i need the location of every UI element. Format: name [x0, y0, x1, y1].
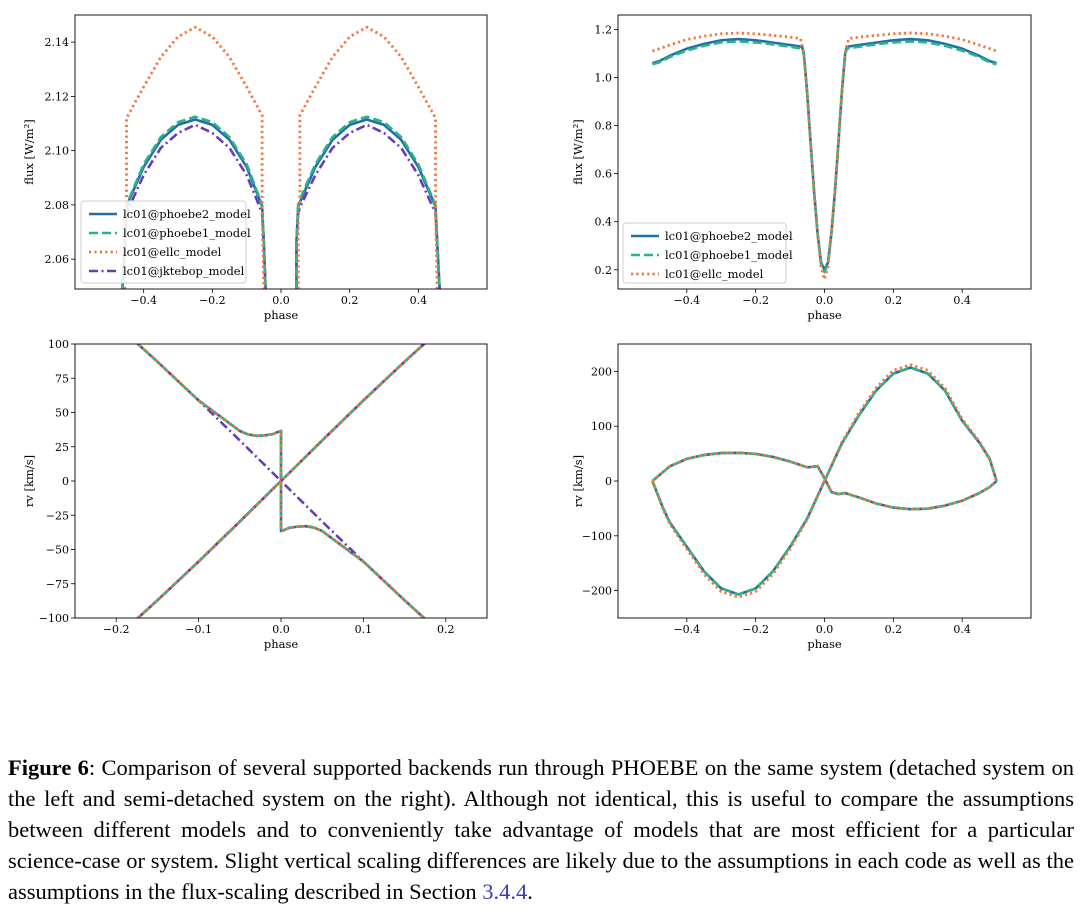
lc-detached-panel: −0.4 −0.2 0.0 0.2 0.4 2.06 2.08 2.10 2.12 2.14 pha… — [22, 14, 488, 322]
y-tick-label: 0.6 — [595, 168, 613, 181]
x-tick-label: −0.2 — [742, 623, 769, 636]
y-tick-label: 2.14 — [45, 36, 70, 49]
x-tick-label: 0.4 — [953, 623, 971, 636]
y-tick-label: −200 — [582, 585, 612, 598]
x-tick-label: 0.1 — [355, 623, 373, 636]
rv-detached-lines — [135, 344, 427, 618]
x-axis-label: phase — [807, 308, 842, 322]
y-tick-label: 0 — [62, 475, 69, 488]
legend-entry-label: lc01@ellc_model — [665, 267, 764, 281]
y-tick-label: 2.08 — [45, 199, 70, 212]
x-tick-label: 0.0 — [816, 623, 834, 636]
y-tick-label: 2.06 — [45, 253, 70, 266]
x-tick-label: 0.0 — [272, 294, 290, 307]
x-tick-label: 0.4 — [953, 294, 971, 307]
y-tick-label: 100 — [48, 338, 69, 351]
y-tick-label: −25 — [46, 509, 69, 522]
figure-caption: Figure 6: Comparison of several supporte… — [8, 752, 1074, 908]
x-tick-label: −0.2 — [199, 294, 226, 307]
rv-detached-panel: −0.2 −0.1 0.0 0.1 0.2 −100 −75 −50 −25 0 25 50 75 100… — [22, 338, 488, 651]
y-tick-label: 0.2 — [595, 264, 613, 277]
x-tick-label: −0.4 — [673, 294, 700, 307]
rv-semidetached-lines — [651, 363, 998, 599]
y-tick-label: 1.2 — [595, 23, 613, 36]
legend-entry-label: lc01@ellc_model — [123, 245, 222, 259]
lc-detached-legend: lc01@phoebe2_model lc01@phoebe1_model lc01… — [80, 200, 251, 284]
series-line-primary-ellc — [651, 451, 998, 511]
legend-box — [622, 222, 787, 284]
series-line-lc01-phoebe1-model — [652, 40, 997, 274]
x-axis-label: phase — [264, 308, 299, 322]
series-line-lc01-ellc-model — [123, 25, 439, 289]
y-tick-label: 1.0 — [595, 71, 613, 84]
legend-entry-label: lc01@phoebe1_model — [665, 248, 793, 262]
legend-entry-label: lc01@phoebe2_model — [665, 229, 793, 243]
y-tick-label: 2.10 — [45, 145, 70, 158]
caption-end: . — [527, 879, 533, 905]
x-axis-label: phase — [264, 637, 299, 651]
x-tick-label: −0.2 — [103, 623, 130, 636]
series-line-primary-ellc — [135, 344, 427, 618]
legend-entry-label: lc01@phoebe1_model — [123, 226, 251, 240]
legend-entry-label: lc01@jktebop_model — [123, 264, 245, 278]
figure: −0.4 −0.2 0.0 0.2 0.4 2.06 2.08 2.10 2.12 2.14 pha… — [22, 14, 1032, 651]
section-reference-link[interactable]: 3.4.4 — [482, 879, 528, 905]
y-axis-label: rv [km/s] — [571, 455, 585, 507]
x-tick-label: −0.4 — [130, 294, 157, 307]
y-tick-label: 200 — [591, 365, 612, 378]
y-tick-label: 100 — [591, 420, 612, 433]
y-tick-label: 0.4 — [595, 216, 613, 229]
y-tick-label: 25 — [55, 441, 69, 454]
y-axis-label: flux [W/m²] — [571, 119, 585, 184]
series-line-secondary-ellc — [651, 363, 998, 599]
y-tick-label: 50 — [55, 407, 69, 420]
x-tick-label: 0.2 — [437, 623, 455, 636]
legend-entry-label: lc01@phoebe2_model — [123, 207, 251, 221]
x-tick-label: −0.1 — [185, 623, 212, 636]
y-tick-label: 2.12 — [45, 90, 70, 103]
rv-semidetached-panel: −0.4 −0.2 0.0 0.2 0.4 −200 −100 0 100 200 phase rv … — [571, 343, 1032, 651]
x-tick-label: 0.0 — [272, 623, 290, 636]
y-axis-label: rv [km/s] — [22, 455, 36, 507]
legend-box — [80, 200, 247, 284]
caption-body: : Comparison of several supported backen… — [8, 754, 1075, 905]
y-tick-label: 75 — [55, 372, 69, 385]
x-tick-label: 0.0 — [816, 294, 834, 307]
x-tick-label: −0.4 — [673, 623, 700, 636]
x-tick-label: 0.2 — [885, 294, 903, 307]
series-line-lc01-ellc-model — [651, 31, 998, 281]
lc-semidetached-lines — [651, 31, 998, 281]
y-tick-label: −50 — [46, 544, 69, 557]
lc-semidetached-legend: lc01@phoebe2_model lc01@phoebe1_model lc01… — [622, 222, 793, 284]
y-tick-label: −100 — [39, 612, 69, 625]
x-tick-label: −0.2 — [742, 294, 769, 307]
x-tick-label: 0.2 — [341, 294, 359, 307]
caption-label: Figure 6 — [8, 754, 89, 780]
x-tick-label: 0.4 — [410, 294, 428, 307]
figure-canvas: −0.4 −0.2 0.0 0.2 0.4 2.06 2.08 2.10 2.12 2.14 pha… — [22, 14, 1032, 651]
x-axis-label: phase — [807, 637, 842, 651]
lc-semidetached-panel: −0.4 −0.2 0.0 0.2 0.4 0.2 0.4 0.6 0.8 1.0 1.2 phase… — [571, 14, 1032, 322]
y-tick-label: −100 — [582, 530, 612, 543]
series-line-secondary-ellc — [135, 344, 427, 618]
y-tick-label: 0.8 — [595, 120, 613, 133]
y-tick-label: 0 — [605, 475, 612, 488]
x-tick-label: 0.2 — [885, 623, 903, 636]
y-axis-label: flux [W/m²] — [22, 119, 36, 184]
y-tick-label: −75 — [46, 578, 69, 591]
